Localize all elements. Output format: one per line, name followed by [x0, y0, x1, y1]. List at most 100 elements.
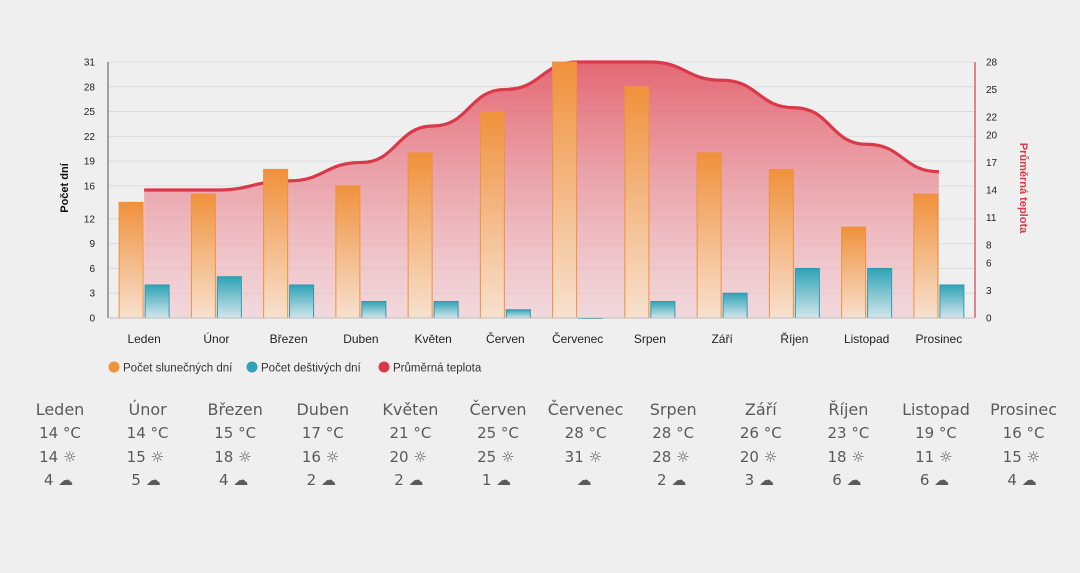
y-right-tick-label: 8	[986, 240, 992, 251]
legend-marker	[246, 361, 258, 373]
x-tick-label: Únor	[203, 331, 229, 346]
month-temperature: 28 °C	[652, 424, 695, 442]
rainy-days-bar	[939, 284, 965, 319]
month-temperature: 21 °C	[389, 424, 432, 442]
sunny-days-value: 11	[915, 447, 935, 466]
sunny-days-value: 28	[652, 447, 672, 466]
month-summary-column: Leden 14 °C 14 ☼ 4 ☁	[10, 398, 110, 493]
x-tick-label: Červenec	[552, 331, 603, 346]
month-rainy-days: 4 ☁	[974, 469, 1074, 493]
y-left-tick-label: 22	[84, 132, 96, 143]
month-summary-column: Září 26 °C 20 ☼ 3 ☁	[711, 398, 811, 493]
month-temperature: 26 °C	[739, 424, 782, 442]
sun-icon: ☼	[763, 447, 778, 466]
month-temperature: 23 °C	[827, 424, 870, 442]
cloud-rain-icon: ☁	[145, 471, 161, 489]
sun-icon: ☼	[676, 447, 690, 466]
month-summary-column: Srpen 28 °C 28 ☼ 2 ☁	[623, 398, 723, 493]
y-right-tick-label: 6	[986, 259, 992, 270]
sunny-days-bar	[841, 226, 867, 319]
month-temperature: 17 °C	[301, 424, 344, 442]
month-sunny-days: 15 ☼	[974, 446, 1074, 470]
y-right-tick-label: 22	[986, 112, 998, 123]
month-summary-column: Červenec 28 °C 31 ☼ ☁	[536, 398, 636, 493]
month-rainy-days: ☁	[536, 469, 636, 493]
sunny-days-bar	[335, 185, 361, 319]
legend-item-label: Počet slunečných dní	[123, 363, 233, 375]
month-name: Červenec	[547, 400, 624, 419]
y-right-tick-label: 0	[986, 314, 992, 325]
month-name: Prosinec	[990, 400, 1058, 419]
month-temperature: 14 °C	[126, 424, 169, 442]
rainy-days-value: 3	[744, 471, 755, 489]
rainy-days-bar	[289, 284, 315, 319]
monthly-summary: Leden 14 °C 14 ☼ 4 ☁ Únor 14 °C 15 ☼ 5 ☁ Březen 1…	[0, 398, 1080, 498]
sunny-days-bar	[263, 168, 289, 319]
sunny-days-bar	[696, 152, 722, 319]
cloud-rain-icon: ☁	[496, 471, 512, 489]
sunny-days-value: 31	[564, 447, 584, 466]
sunny-days-bar	[118, 201, 144, 319]
x-tick-label: Prosinec	[916, 332, 963, 346]
month-name: Září	[744, 400, 777, 419]
month-sunny-days: 20 ☼	[711, 446, 811, 470]
sunny-days-bar	[768, 168, 794, 319]
rainy-days-bar	[433, 300, 459, 319]
rainy-days-value: 2	[657, 471, 667, 489]
x-tick-label: Srpen	[634, 332, 666, 346]
sunny-days-value: 20	[389, 447, 409, 466]
month-temperature: 19 °C	[915, 424, 957, 442]
rainy-days-value: 4	[1007, 471, 1017, 489]
sun-icon: ☼	[413, 447, 427, 466]
month-summary-column: Červen 25 °C 25 ☼ 1 ☁	[448, 398, 548, 493]
month-summary-column: Prosinec 16 °C 15 ☼ 4 ☁	[974, 398, 1074, 493]
rainy-days-value: 6	[832, 471, 842, 489]
month-name: Únor	[128, 400, 167, 419]
x-tick-label: Červen	[486, 331, 525, 346]
y-right-tick-label: 11	[986, 213, 997, 224]
month-summary-column: Listopad 19 °C 11 ☼ 6 ☁	[886, 398, 986, 493]
cloud-rain-icon: ☁	[233, 471, 249, 489]
sunny-days-value: 15	[126, 447, 146, 466]
sun-icon: ☼	[851, 447, 865, 466]
month-summary-column: Duben 17 °C 16 ☼ 2 ☁	[273, 398, 373, 493]
month-name: Listopad	[902, 400, 970, 419]
y-left-tick-label: 25	[84, 107, 96, 118]
y-right-tick-label: 17	[986, 158, 998, 169]
month-sunny-days: 14 ☼	[10, 446, 110, 470]
sun-icon: ☼	[1026, 447, 1040, 466]
cloud-rain-icon: ☁	[576, 471, 592, 489]
x-tick-label: Duben	[343, 332, 378, 346]
month-temperature: 15 °C	[214, 424, 257, 442]
sunny-days-value: 25	[477, 447, 497, 466]
month-name: Leden	[35, 400, 85, 419]
month-sunny-days: 16 ☼	[273, 446, 373, 470]
month-name: Květen	[382, 400, 439, 419]
sun-icon: ☼	[588, 447, 602, 466]
cloud-rain-icon: ☁	[671, 471, 687, 489]
sun-icon: ☼	[938, 447, 953, 466]
sunny-days-value: 20	[739, 447, 759, 466]
month-name: Červen	[469, 400, 527, 419]
sunny-days-bar	[190, 193, 216, 319]
sunny-days-value: 14	[39, 447, 59, 466]
y-axis-left-title: Počet dní	[59, 162, 71, 212]
month-name: Říjen	[828, 400, 869, 419]
month-rainy-days: 6 ☁	[798, 469, 898, 493]
sun-icon: ☼	[500, 447, 515, 466]
rainy-days-bar	[650, 300, 676, 319]
month-rainy-days: 3 ☁	[711, 469, 811, 493]
x-tick-label: Říjen	[780, 331, 808, 346]
month-rainy-days: 1 ☁	[448, 469, 548, 493]
rainy-days-value: 2	[394, 471, 404, 489]
cloud-rain-icon: ☁	[320, 471, 336, 489]
rainy-days-bar	[722, 292, 748, 319]
sunny-days-bar	[407, 152, 433, 319]
legend-item-label: Počet deštivých dní	[261, 363, 362, 375]
y-left-tick-label: 28	[84, 82, 96, 93]
month-sunny-days: 11 ☼	[886, 446, 986, 470]
sunny-days-value: 16	[301, 447, 321, 466]
month-rainy-days: 6 ☁	[886, 469, 986, 493]
sunny-days-value: 15	[1002, 447, 1022, 466]
temperature-line	[144, 60, 939, 192]
